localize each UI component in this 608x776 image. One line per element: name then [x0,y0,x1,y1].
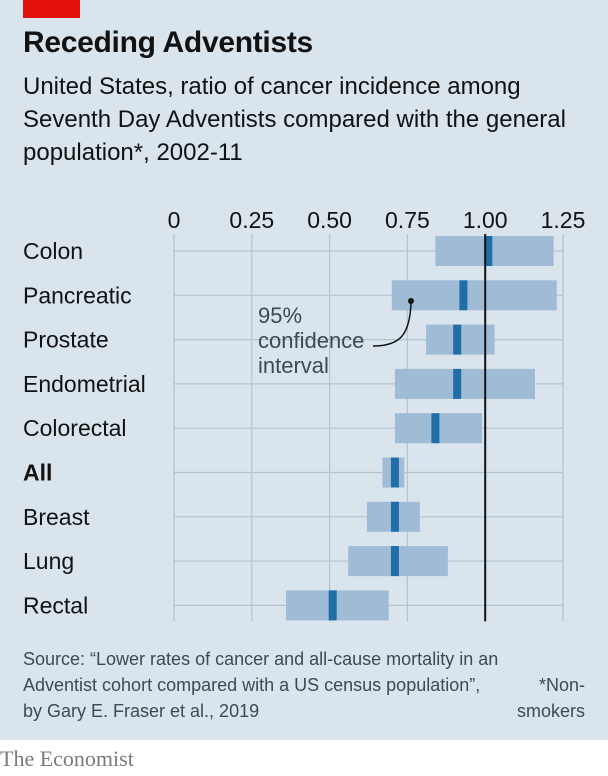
x-tick-label: 1.25 [541,207,586,233]
category-label: Rectal [23,592,88,618]
confidence-interval-bar [286,590,389,621]
category-label: Lung [23,548,74,574]
confidence-interval-bar [391,280,557,311]
estimate-marker [484,236,493,266]
annotation-pointer [372,301,412,347]
x-tick-label: 1.00 [463,207,508,233]
estimate-marker [431,413,440,444]
chart-title: Receding Adventists [23,26,313,59]
x-tick-label: 0 [168,207,181,233]
annotation-text: 95% confidence interval [258,303,364,378]
x-tick-label: 0.25 [229,207,274,233]
confidence-interval-bar [394,368,535,399]
estimate-marker [390,546,399,577]
chart-subtitle: United States, ratio of cancer incidence… [23,73,566,166]
estimate-marker [453,324,462,355]
estimate-marker [390,501,399,532]
brand-logo: The Economist [0,746,134,771]
footnote: *Non-smokers [516,675,585,721]
estimate-marker [328,590,337,621]
brand-red-tag [23,0,80,18]
category-label: Pancreatic [23,282,132,308]
category-label: Colon [23,238,83,264]
annotation-pointer-dot [408,298,414,304]
estimate-marker [459,280,468,311]
category-label: Breast [23,504,90,530]
interval-chart: 0 0.25 0.50 0.75 1.00 1.25 Colon Pancreatic Pros… [23,207,586,622]
x-tick-label: 0.75 [385,207,430,233]
category-label: Colorectal [23,415,127,441]
estimate-marker [453,368,462,399]
source-note: Source: “Lower rates of cancer and all-c… [23,649,499,721]
x-tick-label: 0.50 [307,207,352,233]
estimate-marker [390,457,399,488]
category-label: All [23,460,52,486]
confidence-interval-bar [435,236,554,266]
category-label: Endometrial [23,371,146,397]
category-label: Prostate [23,327,109,353]
